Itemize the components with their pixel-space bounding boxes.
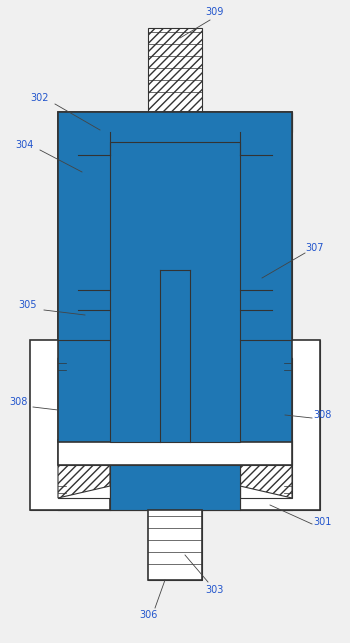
Text: 308: 308 [9,397,27,407]
Bar [240,340,320,510]
Polygon shape [78,132,110,290]
Bar [58,112,292,442]
Bar [240,358,292,498]
Bar [58,440,292,465]
Bar [110,340,240,442]
Bar [30,340,110,510]
Bar [148,28,202,112]
Text: 309: 309 [206,7,224,17]
Bar [58,112,292,132]
Bar [150,340,200,442]
Bar [240,288,272,312]
Text: 307: 307 [306,243,324,253]
Bar [210,460,240,510]
Bar [140,460,210,510]
Bar [110,142,240,442]
Bar [58,112,292,442]
Bar [110,460,240,510]
Text: 308: 308 [313,410,331,420]
Polygon shape [240,310,272,442]
Polygon shape [58,358,110,498]
Bar [78,288,110,312]
Bar [110,340,240,442]
Bar [110,142,240,442]
Bar [148,510,202,580]
Bar [30,340,110,510]
Bar [160,270,190,442]
Text: 302: 302 [31,93,49,103]
Text: 304: 304 [16,140,34,150]
Text: 303: 303 [206,585,224,595]
Bar [148,510,202,580]
Bar [58,358,110,498]
Bar [58,440,292,465]
Bar [240,340,320,510]
Bar [58,112,78,442]
Text: 305: 305 [19,300,37,310]
Polygon shape [78,310,110,442]
Bar [272,112,292,442]
Bar [110,460,140,510]
Polygon shape [240,358,292,498]
Text: 301: 301 [313,517,331,527]
Text: 306: 306 [139,610,157,620]
Polygon shape [240,132,272,290]
